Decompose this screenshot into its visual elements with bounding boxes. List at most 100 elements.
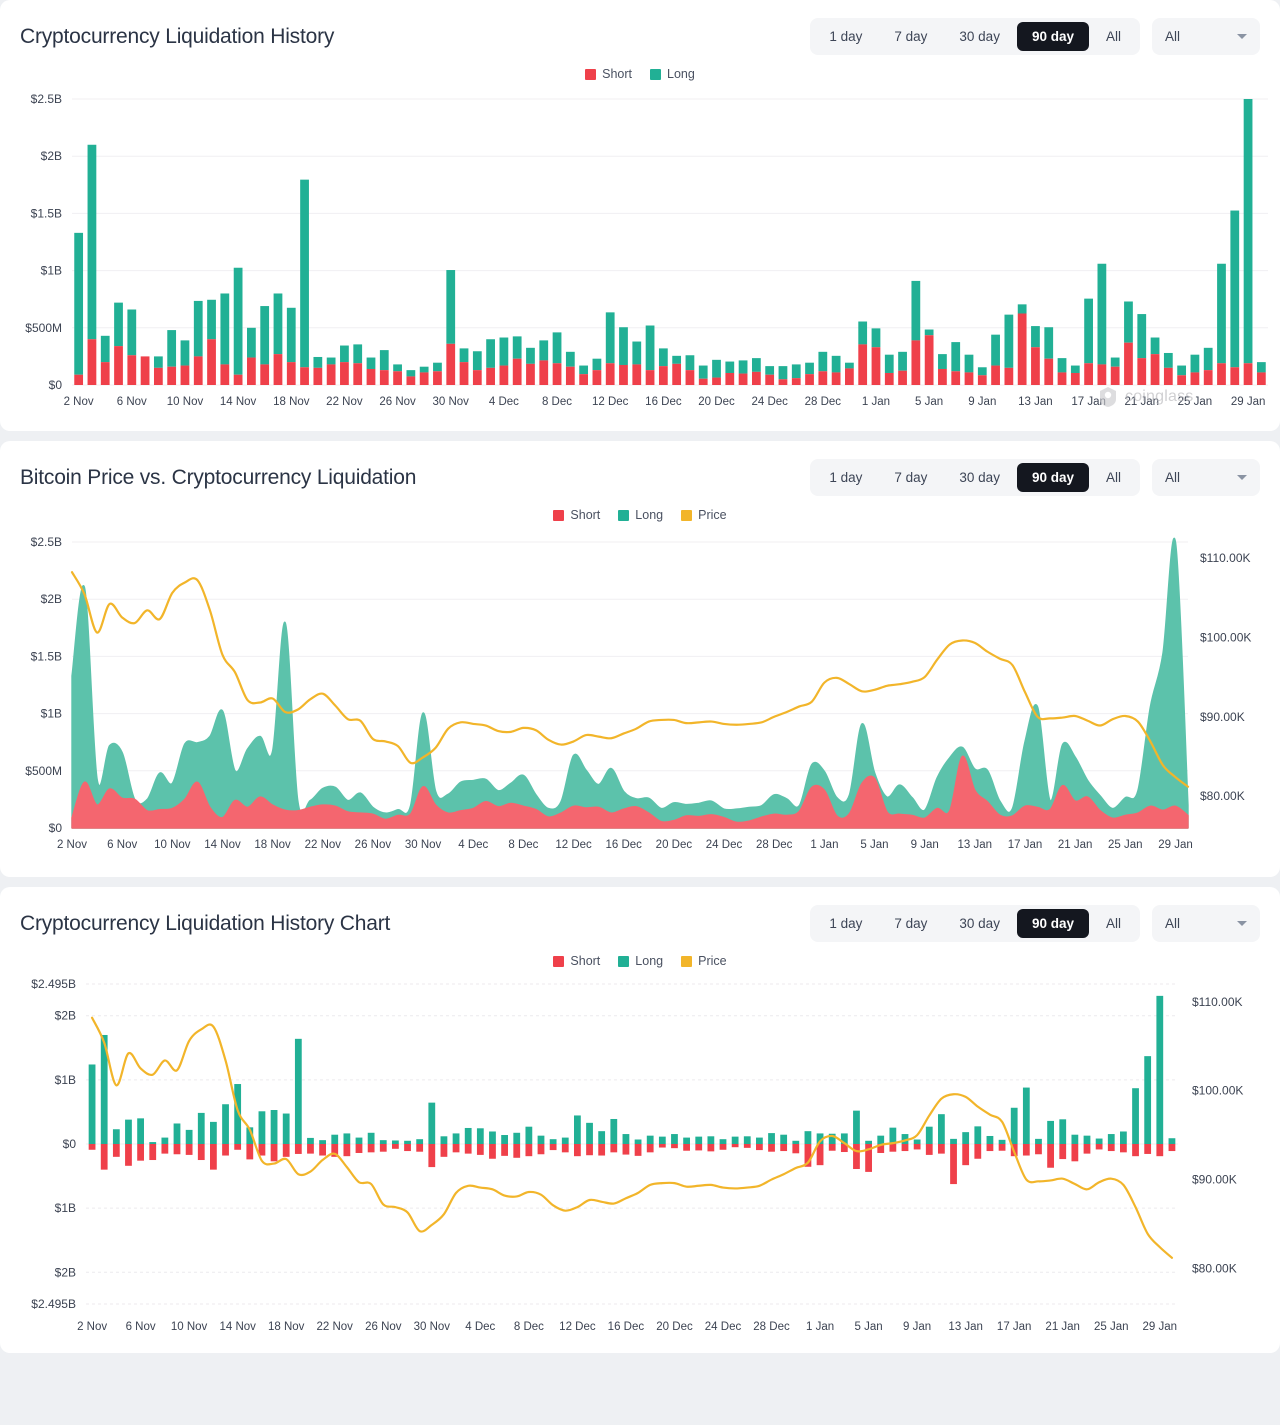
page-title: Bitcoin Price vs. Cryptocurrency Liquida…: [20, 465, 417, 489]
svg-text:$1B: $1B: [55, 1073, 76, 1087]
exchange-dropdown-value: All: [1165, 470, 1181, 485]
page-title: Cryptocurrency Liquidation History: [20, 24, 335, 48]
range-btn-1day[interactable]: 1 day: [814, 22, 877, 51]
svg-text:26 Nov: 26 Nov: [365, 1321, 402, 1333]
exchange-dropdown-value: All: [1165, 29, 1181, 44]
svg-text:26 Nov: 26 Nov: [379, 396, 416, 408]
chart-plot-area[interactable]: $0 $500M $1B $1.5B $2B $2.5B $80.00K $90.00K $10…: [0, 522, 1280, 877]
svg-text:1 Jan: 1 Jan: [806, 1321, 834, 1333]
legend-swatch-short: [585, 68, 597, 80]
svg-text:16 Dec: 16 Dec: [645, 396, 682, 408]
exchange-dropdown[interactable]: All: [1152, 459, 1260, 496]
range-btn-30day[interactable]: 30 day: [944, 463, 1015, 492]
range-btn-7day[interactable]: 7 day: [879, 463, 942, 492]
svg-text:$2B: $2B: [55, 1009, 76, 1023]
card-header: Bitcoin Price vs. Cryptocurrency Liquida…: [0, 441, 1280, 496]
svg-text:17 Jan: 17 Jan: [1008, 839, 1043, 851]
svg-text:9 Jan: 9 Jan: [903, 1321, 931, 1333]
svg-text:5 Jan: 5 Jan: [860, 839, 888, 851]
legend-item-short[interactable]: Short: [553, 954, 600, 968]
range-selector: 1 day 7 day 30 day 90 day All: [810, 905, 1140, 942]
svg-text:24 Dec: 24 Dec: [706, 839, 743, 851]
legend-label-short: Short: [602, 67, 633, 81]
range-btn-all[interactable]: All: [1091, 22, 1136, 51]
svg-text:20 Dec: 20 Dec: [698, 396, 735, 408]
svg-text:$90.00K: $90.00K: [1192, 1173, 1237, 1187]
svg-text:$1B: $1B: [41, 707, 62, 721]
chart-plot-area[interactable]: $2.495B $2B $1B $0 $1B $2B $2.495B $80.00K $90.0…: [0, 968, 1280, 1353]
legend-item-short[interactable]: Short: [553, 508, 600, 522]
legend-swatch-price: [681, 509, 693, 521]
range-btn-1day[interactable]: 1 day: [814, 909, 877, 938]
range-btn-7day[interactable]: 7 day: [879, 22, 942, 51]
chart-legend: Short Long Price: [0, 508, 1280, 522]
svg-text:10 Nov: 10 Nov: [167, 396, 204, 408]
svg-text:$110.00K: $110.00K: [1200, 551, 1251, 565]
svg-text:2 Nov: 2 Nov: [77, 1321, 107, 1333]
svg-text:24 Dec: 24 Dec: [751, 396, 788, 408]
exchange-dropdown[interactable]: All: [1152, 905, 1260, 942]
chart-legend: Short Long: [0, 67, 1280, 81]
svg-text:4 Dec: 4 Dec: [458, 839, 488, 851]
svg-text:20 Dec: 20 Dec: [656, 839, 693, 851]
svg-text:17 Jan: 17 Jan: [997, 1321, 1032, 1333]
card-header: Cryptocurrency Liquidation History 1 day…: [0, 0, 1280, 55]
legend-item-price[interactable]: Price: [681, 954, 727, 968]
chart-plot-area[interactable]: $0 $500M $1B $1.5B $2B $2.5B 2 Nov 6 Nov 10 Nov 1…: [0, 81, 1280, 431]
svg-text:10 Nov: 10 Nov: [171, 1321, 208, 1333]
card-btc-price-vs-liquidation: Bitcoin Price vs. Cryptocurrency Liquida…: [0, 441, 1280, 877]
exchange-dropdown[interactable]: All: [1152, 18, 1260, 55]
legend-item-long[interactable]: Long: [618, 508, 663, 522]
svg-text:4 Dec: 4 Dec: [465, 1321, 495, 1333]
range-btn-30day[interactable]: 30 day: [944, 22, 1015, 51]
svg-text:2 Nov: 2 Nov: [64, 396, 94, 408]
svg-text:18 Nov: 18 Nov: [268, 1321, 305, 1333]
svg-text:30 Nov: 30 Nov: [405, 839, 442, 851]
svg-text:21 Jan: 21 Jan: [1058, 839, 1093, 851]
range-btn-30day[interactable]: 30 day: [944, 909, 1015, 938]
svg-text:13 Jan: 13 Jan: [1018, 396, 1053, 408]
legend-item-long[interactable]: Long: [650, 67, 695, 81]
svg-text:1 Jan: 1 Jan: [862, 396, 890, 408]
exchange-dropdown-value: All: [1165, 916, 1181, 931]
legend-item-price[interactable]: Price: [681, 508, 727, 522]
svg-text:25 Jan: 25 Jan: [1178, 396, 1213, 408]
legend-item-short[interactable]: Short: [585, 67, 632, 81]
svg-text:29 Jan: 29 Jan: [1158, 839, 1193, 851]
bar-chart-svg[interactable]: $0 $500M $1B $1.5B $2B $2.5B 2 Nov 6 Nov 10 Nov 1…: [0, 87, 1280, 427]
legend-label-long: Long: [667, 67, 695, 81]
chart-legend: Short Long Price: [0, 954, 1280, 968]
range-btn-90day[interactable]: 90 day: [1016, 909, 1089, 938]
area-chart-svg[interactable]: $0 $500M $1B $1.5B $2B $2.5B $80.00K $90.00K $10…: [0, 528, 1280, 873]
svg-text:12 Dec: 12 Dec: [559, 1321, 596, 1333]
legend-item-long[interactable]: Long: [618, 954, 663, 968]
diverging-bar-chart-svg[interactable]: $2.495B $2B $1B $0 $1B $2B $2.495B $80.00K $90.0…: [0, 974, 1280, 1349]
svg-text:14 Nov: 14 Nov: [204, 839, 241, 851]
svg-text:$2.495B: $2.495B: [31, 977, 76, 991]
svg-text:24 Dec: 24 Dec: [705, 1321, 742, 1333]
range-btn-all[interactable]: All: [1091, 909, 1136, 938]
legend-label-long: Long: [635, 954, 664, 968]
svg-text:$2.5B: $2.5B: [31, 92, 62, 106]
svg-text:6 Nov: 6 Nov: [126, 1321, 156, 1333]
range-btn-90day[interactable]: 90 day: [1016, 463, 1089, 492]
svg-text:9 Jan: 9 Jan: [911, 839, 939, 851]
svg-text:28 Dec: 28 Dec: [805, 396, 842, 408]
card-liquidation-history-chart: Cryptocurrency Liquidation History Chart…: [0, 887, 1280, 1353]
range-btn-all[interactable]: All: [1091, 463, 1136, 492]
svg-text:2 Nov: 2 Nov: [57, 839, 87, 851]
svg-text:14 Nov: 14 Nov: [220, 396, 257, 408]
svg-text:22 Nov: 22 Nov: [316, 1321, 353, 1333]
svg-text:$2B: $2B: [41, 592, 62, 606]
svg-text:25 Jan: 25 Jan: [1094, 1321, 1129, 1333]
svg-text:26 Nov: 26 Nov: [355, 839, 392, 851]
range-btn-1day[interactable]: 1 day: [814, 463, 877, 492]
range-btn-7day[interactable]: 7 day: [879, 909, 942, 938]
svg-text:28 Dec: 28 Dec: [756, 839, 793, 851]
range-btn-90day[interactable]: 90 day: [1016, 22, 1089, 51]
svg-text:22 Nov: 22 Nov: [305, 839, 342, 851]
svg-text:12 Dec: 12 Dec: [592, 396, 629, 408]
svg-text:$110.00K: $110.00K: [1192, 995, 1243, 1009]
legend-label-short: Short: [570, 508, 601, 522]
svg-text:9 Jan: 9 Jan: [968, 396, 996, 408]
